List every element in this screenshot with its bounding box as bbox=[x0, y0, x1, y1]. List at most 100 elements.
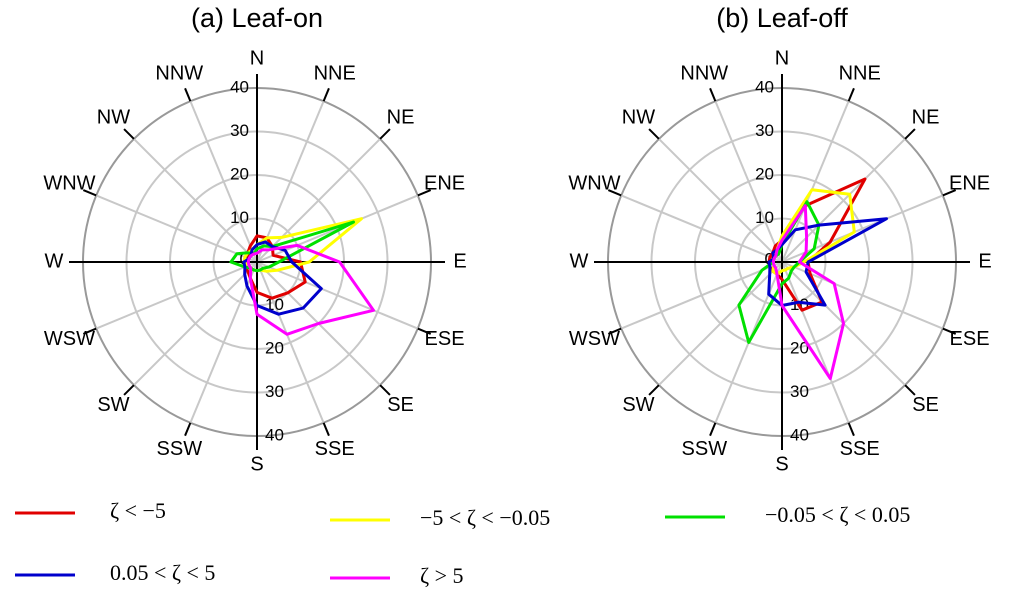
direction-tick bbox=[184, 422, 192, 437]
grid-spoke bbox=[256, 261, 419, 330]
direction-tick bbox=[942, 189, 957, 197]
grid-spoke bbox=[714, 100, 783, 263]
series-line bbox=[767, 177, 867, 312]
direction-label: WNW bbox=[43, 173, 95, 195]
r-tick-label: 10 bbox=[230, 208, 249, 227]
r-tick-label: 30 bbox=[265, 382, 284, 401]
direction-label: WSW bbox=[44, 328, 95, 350]
direction-label: NW bbox=[622, 107, 655, 129]
direction-tick bbox=[648, 384, 660, 396]
direction-label: S bbox=[250, 453, 263, 475]
direction-label: NE bbox=[387, 107, 415, 129]
direction-label: W bbox=[570, 250, 589, 272]
direction-label: WNW bbox=[568, 173, 620, 195]
grid-spoke bbox=[658, 138, 783, 263]
legend-label: ζ < −5 bbox=[110, 498, 166, 523]
grid-spoke bbox=[189, 100, 258, 263]
r-tick-label: 40 bbox=[790, 425, 809, 444]
direction-tick bbox=[322, 87, 330, 102]
grid-spoke bbox=[781, 100, 850, 263]
direction-tick bbox=[904, 384, 916, 396]
direction-tick bbox=[379, 384, 391, 396]
direction-label: SSE bbox=[840, 438, 880, 460]
direction-tick bbox=[709, 422, 717, 437]
direction-label: NNW bbox=[680, 63, 728, 85]
direction-label: ESE bbox=[950, 328, 990, 350]
r-tick-label: 20 bbox=[265, 338, 284, 357]
grid-spoke bbox=[781, 194, 944, 263]
r-tick-label: 20 bbox=[230, 164, 249, 183]
legend-label: −0.05 < ζ < 0.05 bbox=[765, 502, 910, 527]
grid-spoke bbox=[189, 261, 258, 424]
direction-label: ESE bbox=[425, 328, 465, 350]
grid-spoke bbox=[620, 261, 783, 330]
direction-tick bbox=[379, 128, 391, 140]
direction-tick bbox=[417, 327, 432, 335]
grid-spoke bbox=[781, 138, 906, 263]
direction-tick bbox=[607, 327, 622, 335]
grid-spoke bbox=[133, 138, 258, 263]
direction-label: N bbox=[775, 47, 789, 69]
direction-label: SE bbox=[912, 394, 939, 416]
r-tick-label: 40 bbox=[755, 77, 774, 96]
direction-tick bbox=[847, 87, 855, 102]
direction-label: E bbox=[978, 250, 991, 272]
direction-label: S bbox=[775, 453, 788, 475]
direction-label: ENE bbox=[949, 173, 990, 195]
series-line bbox=[771, 204, 845, 380]
grid-spoke bbox=[256, 261, 325, 424]
direction-tick bbox=[184, 87, 192, 102]
grid-spoke bbox=[658, 261, 783, 386]
legend-label: −5 < ζ < −0.05 bbox=[420, 505, 550, 530]
direction-tick bbox=[847, 422, 855, 437]
direction-label: WSW bbox=[569, 328, 620, 350]
direction-tick bbox=[322, 422, 330, 437]
direction-tick bbox=[123, 128, 135, 140]
direction-tick bbox=[607, 189, 622, 197]
direction-tick bbox=[648, 128, 660, 140]
direction-tick bbox=[123, 384, 135, 396]
r-tick-label: 40 bbox=[265, 425, 284, 444]
grid-spoke bbox=[256, 100, 325, 263]
direction-tick bbox=[904, 128, 916, 140]
grid-spoke bbox=[95, 194, 258, 263]
direction-tick bbox=[417, 189, 432, 197]
chart-title: (b) Leaf-off bbox=[716, 3, 848, 33]
direction-label: SSW bbox=[682, 438, 728, 460]
r-tick-label: 10 bbox=[755, 208, 774, 227]
chart-title: (a) Leaf-on bbox=[191, 3, 323, 33]
direction-label: NNE bbox=[314, 63, 356, 85]
direction-tick bbox=[82, 327, 97, 335]
grid-spoke bbox=[95, 261, 258, 330]
r-tick-label: 30 bbox=[790, 382, 809, 401]
grid-spoke bbox=[620, 194, 783, 263]
direction-label: W bbox=[45, 250, 64, 272]
r-tick-label: 20 bbox=[755, 164, 774, 183]
r-tick-label: 40 bbox=[230, 77, 249, 96]
grid-spoke bbox=[781, 261, 850, 424]
direction-label: ENE bbox=[424, 173, 465, 195]
direction-label: E bbox=[453, 250, 466, 272]
series-line bbox=[246, 243, 375, 336]
direction-label: SW bbox=[97, 394, 129, 416]
direction-label: NE bbox=[912, 107, 940, 129]
r-tick-label: 20 bbox=[790, 338, 809, 357]
direction-tick bbox=[942, 327, 957, 335]
direction-label: N bbox=[250, 47, 264, 69]
direction-label: SW bbox=[622, 394, 654, 416]
direction-label: NNE bbox=[839, 63, 881, 85]
legend-label: ζ > 5 bbox=[420, 563, 464, 588]
direction-tick bbox=[82, 189, 97, 197]
r-tick-label: 30 bbox=[230, 121, 249, 140]
direction-label: SSW bbox=[157, 438, 203, 460]
direction-label: NNW bbox=[155, 63, 203, 85]
legend-label: 0.05 < ζ < 5 bbox=[110, 560, 215, 585]
direction-label: NW bbox=[97, 107, 130, 129]
grid-spoke bbox=[133, 261, 258, 386]
direction-label: SSE bbox=[315, 438, 355, 460]
series-line bbox=[229, 220, 355, 273]
grid-spoke bbox=[256, 138, 381, 263]
direction-label: SE bbox=[387, 394, 414, 416]
r-tick-label: 30 bbox=[755, 121, 774, 140]
